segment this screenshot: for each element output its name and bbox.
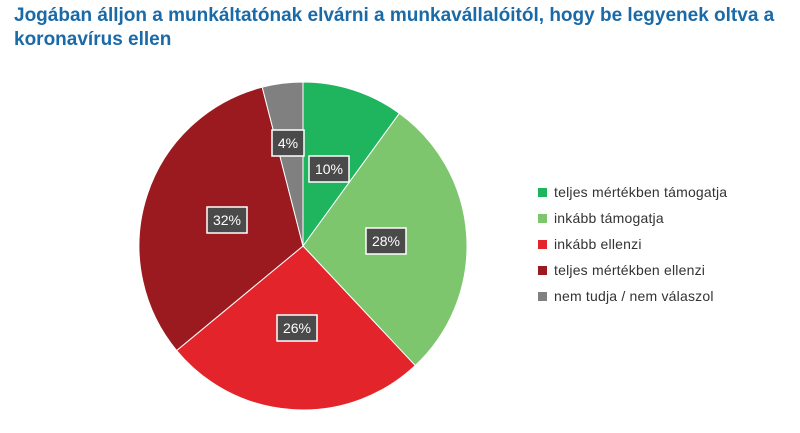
chart-legend: teljes mértékben támogatja inkább támogat… xyxy=(538,179,727,309)
label-box xyxy=(308,155,350,183)
chart-title: Jogában álljon a munkáltatónak elvárni a… xyxy=(14,5,775,50)
label-box xyxy=(276,314,318,342)
legend-swatch xyxy=(538,265,547,275)
label-box xyxy=(365,227,407,255)
slice-data-label: 4% xyxy=(271,129,305,157)
label-text: 10% xyxy=(315,161,343,177)
legend-item: inkább támogatja xyxy=(538,205,727,231)
legend-label: nem tudja / nem válaszol xyxy=(554,288,714,304)
slice-data-label: 10% xyxy=(308,155,350,183)
legend-item: nem tudja / nem válaszol xyxy=(538,283,727,309)
label-box xyxy=(206,206,248,234)
slice-data-label: 28% xyxy=(365,227,407,255)
slice-data-label: 32% xyxy=(206,206,248,234)
legend-item: inkább ellenzi xyxy=(538,231,727,257)
legend-swatch xyxy=(538,239,547,249)
pie-slice xyxy=(261,81,304,247)
slice-data-label: 26% xyxy=(276,314,318,342)
legend-swatch xyxy=(538,213,547,223)
label-text: 32% xyxy=(213,212,241,228)
legend-label: inkább ellenzi xyxy=(554,236,642,252)
legend-swatch xyxy=(538,291,547,301)
legend-swatch xyxy=(538,187,547,197)
legend-item: teljes mértékben ellenzi xyxy=(538,257,727,283)
label-text: 26% xyxy=(283,320,311,336)
legend-label: teljes mértékben támogatja xyxy=(554,184,728,200)
label-box xyxy=(271,129,305,157)
label-text: 28% xyxy=(372,233,400,249)
legend-label: inkább támogatja xyxy=(554,210,664,226)
legend-item: teljes mértékben támogatja xyxy=(538,179,727,205)
pie-slice xyxy=(302,81,401,248)
label-text: 4% xyxy=(278,135,298,151)
legend-label: teljes mértékben ellenzi xyxy=(554,262,706,278)
